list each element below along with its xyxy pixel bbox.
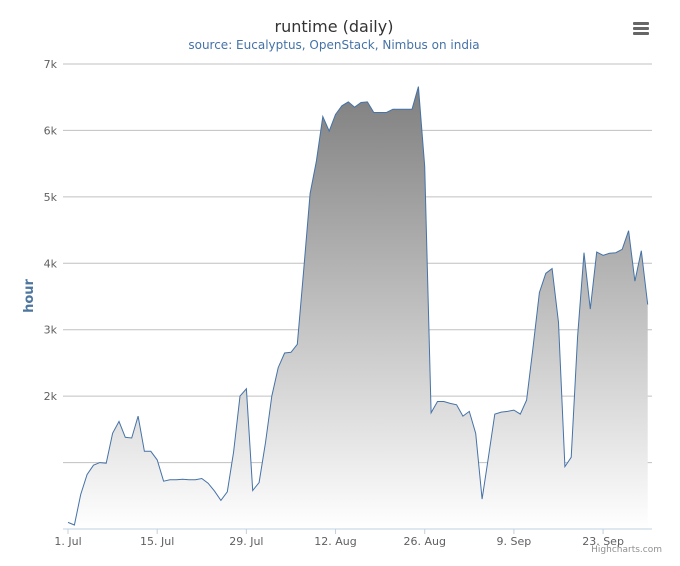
x-tick-label: 9. Sep <box>497 535 532 548</box>
y-tick-label: 2k <box>44 390 58 403</box>
x-tick-label: 12. Aug <box>314 535 356 548</box>
series-line <box>67 86 649 526</box>
x-tick-label: 23. Sep <box>582 535 624 548</box>
chart-title: runtime (daily) <box>275 17 394 36</box>
x-tick-label: 1. Jul <box>54 535 81 548</box>
y-tick-label: 3k <box>44 324 58 337</box>
chart-subtitle: source: Eucalyptus, OpenStack, Nimbus on… <box>188 38 479 52</box>
x-tick-label: 15. Jul <box>140 535 174 548</box>
y-tick-label: 7k <box>44 58 58 71</box>
y-axis-label: hour <box>22 278 37 312</box>
x-tick-label: 29. Jul <box>229 535 263 548</box>
y-axis: 2k 3k 4k 5k 6k 7k <box>44 58 58 403</box>
credits[interactable]: Highcharts.com <box>591 545 662 555</box>
y-tick-label: 6k <box>44 124 58 137</box>
series-area <box>68 86 648 529</box>
y-tick-label: 5k <box>44 191 58 204</box>
y-tick-label: 4k <box>44 257 58 270</box>
x-axis: 1. Jul 15. Jul 29. Jul 12. Aug 26. Aug 9. Sep… <box>54 529 624 548</box>
menu-icon[interactable] <box>630 16 654 38</box>
x-tick-label: 26. Aug <box>403 535 445 548</box>
